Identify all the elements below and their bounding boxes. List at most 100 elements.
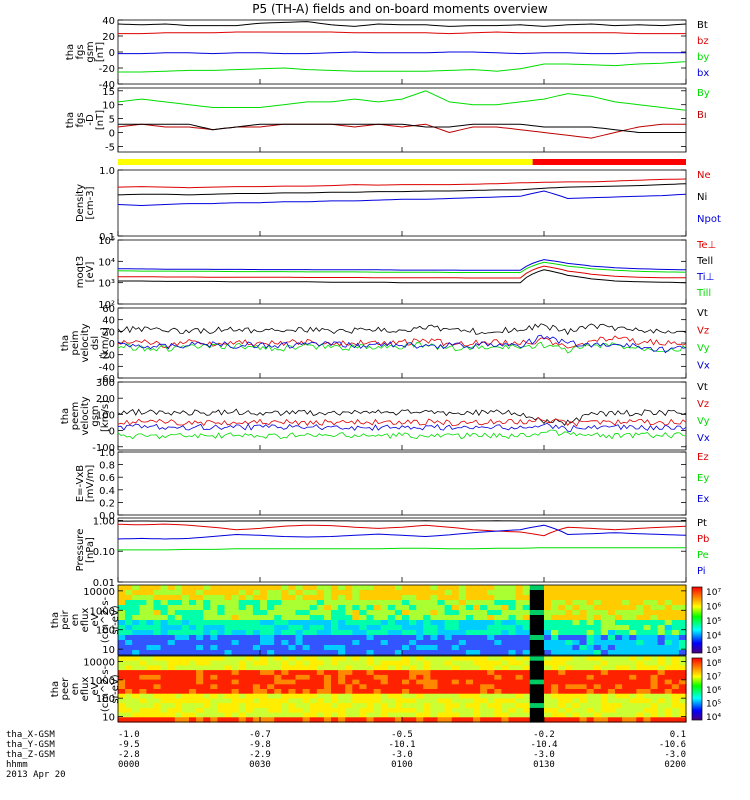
spectrogram-cell	[629, 712, 637, 718]
spectrogram-cell	[338, 620, 346, 626]
spectrogram-cell	[430, 674, 439, 681]
spectrogram-cell	[118, 707, 126, 714]
spectrogram-cell	[160, 707, 169, 714]
spectrogram-cell	[536, 590, 545, 596]
spectrogram-cell	[174, 689, 183, 695]
spectrogram-cell	[174, 665, 183, 671]
spectrogram-cell	[480, 600, 488, 606]
spectrogram-cell	[245, 625, 254, 631]
spectrogram-cell	[607, 620, 616, 626]
spectrogram-cell	[160, 585, 169, 591]
spectrogram-cell	[544, 595, 552, 601]
spectrogram-cell	[366, 595, 375, 601]
spectrogram-cell	[451, 660, 460, 666]
spectrogram-cell	[607, 645, 616, 651]
spectrogram-cell	[217, 600, 226, 606]
spectrogram-cell	[465, 674, 474, 681]
spectrogram-cell	[593, 590, 602, 596]
spectrogram-cell	[331, 635, 339, 641]
spectrogram-cell	[302, 693, 311, 699]
spectrogram-cell	[302, 717, 311, 723]
spectrogram-cell	[671, 707, 680, 714]
spectrogram-cell	[160, 684, 169, 690]
spectrogram-cell	[323, 656, 332, 662]
spectrogram-cell	[444, 605, 453, 611]
y-axis-label: gsm	[85, 41, 96, 62]
spectrogram-cell	[678, 712, 687, 718]
spectrogram-cell	[189, 670, 197, 676]
spectrogram-cell	[394, 620, 403, 626]
spectrogram-cell	[430, 656, 439, 662]
spectrogram-cell	[224, 610, 233, 616]
spectrogram-cell	[295, 660, 304, 666]
spectrogram-cell	[458, 689, 467, 695]
spectrogram-cell	[480, 665, 488, 671]
spectrogram-cell	[132, 610, 140, 616]
spectrogram-cell	[125, 674, 133, 681]
spectrogram-cell	[359, 712, 368, 718]
spectrogram-cell	[345, 698, 353, 704]
spectrogram-cell	[465, 712, 474, 718]
spectrogram-cell	[465, 689, 474, 695]
spectrogram-cell	[465, 684, 474, 690]
spectrogram-cell	[302, 670, 311, 676]
spectrogram-cell	[331, 585, 339, 591]
spectrogram-cell	[146, 698, 155, 704]
spectrogram-cell	[678, 600, 687, 606]
spectrogram-cell	[437, 650, 446, 656]
spectrogram-cell	[238, 684, 247, 690]
spectrogram-cell	[629, 620, 637, 626]
spectrogram-cell	[125, 595, 133, 601]
spectrogram-cell	[217, 674, 226, 681]
spectrogram-cell	[181, 679, 190, 685]
spectrogram-cell	[323, 660, 332, 666]
spectrogram-cell	[600, 645, 609, 651]
spectrogram-cell	[366, 640, 375, 646]
legend-entry: Pt	[697, 518, 707, 529]
spectrogram-cell	[565, 674, 573, 681]
spectrogram-cell	[444, 712, 453, 718]
spectrogram-cell	[536, 670, 545, 676]
spectrogram-cell	[167, 590, 176, 596]
spectrogram-cell	[572, 635, 581, 641]
spectrogram-cell	[316, 585, 325, 591]
spectrogram-cell	[153, 670, 162, 676]
spectrogram-cell	[309, 615, 318, 621]
spectrogram-cell	[203, 585, 211, 591]
spectrogram-cell	[316, 625, 325, 631]
spectrogram-cell	[274, 645, 282, 651]
spectrogram-cell	[345, 703, 353, 709]
spectrogram-cell	[167, 640, 176, 646]
spectrogram-cell	[409, 605, 417, 611]
spectrogram-cell	[416, 590, 424, 596]
spectrogram-cell	[636, 615, 644, 621]
spectrogram-cell	[430, 665, 439, 671]
spectrogram-cell	[473, 640, 481, 646]
spectrogram-cell	[352, 707, 360, 714]
spectrogram-cell	[196, 620, 204, 626]
spectrogram-cell	[373, 665, 382, 671]
spectrogram-cell	[139, 640, 147, 646]
spectrogram-cell	[352, 712, 360, 718]
footer-row-label: tha_Y-GSM	[6, 740, 55, 750]
spectrogram-cell	[522, 635, 531, 641]
spectrogram-cell	[338, 650, 346, 656]
spectrogram-cell	[544, 610, 552, 616]
spectrogram-cell	[480, 615, 488, 621]
spectrogram-cell	[650, 689, 659, 695]
spectrogram-cell	[323, 698, 332, 704]
spectrogram-cell	[203, 712, 211, 718]
spectrogram-cell	[629, 707, 637, 714]
spectrogram-cell	[380, 693, 389, 699]
spectrogram-cell	[139, 703, 147, 709]
spectrogram-cell	[252, 620, 261, 626]
colorbar	[691, 657, 703, 721]
spectrogram-cell	[203, 650, 211, 656]
spectrogram-cell	[444, 585, 453, 591]
spectrogram-cell	[373, 605, 382, 611]
spectrogram-cell	[323, 635, 332, 641]
spectrogram-cell	[146, 679, 155, 685]
spectrogram-cell	[316, 656, 325, 662]
spectrogram-cell	[352, 693, 360, 699]
spectrogram-cell	[458, 707, 467, 714]
